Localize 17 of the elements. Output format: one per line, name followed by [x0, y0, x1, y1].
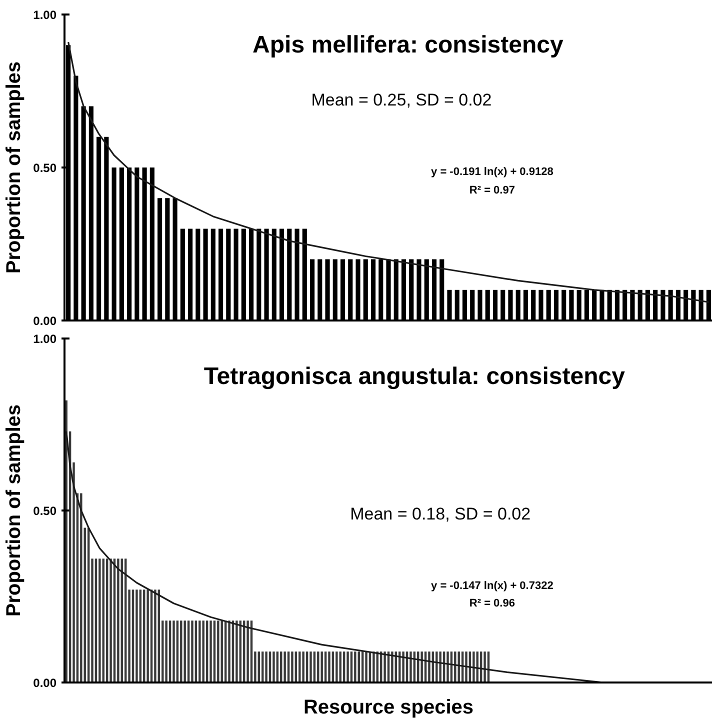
- y-tick-label: 1.00: [33, 332, 57, 346]
- y-tick-label: 0.50: [33, 161, 57, 175]
- annotation: Mean = 0.25, SD = 0.02: [311, 90, 492, 110]
- y-tick-label: 0.00: [33, 314, 57, 328]
- y-tick-label: 0.00: [33, 676, 57, 690]
- y-tick-label: 0.50: [33, 504, 57, 518]
- annotation: Mean = 0.18, SD = 0.02: [350, 504, 531, 524]
- y-axis-title: Proportion of samples: [3, 404, 26, 617]
- annotation: R² = 0.97: [469, 184, 515, 196]
- annotation: y = -0.191 ln(x) + 0.9128: [431, 166, 554, 178]
- text: Tetragonisca angustula: consistency: [204, 362, 626, 390]
- x-axis-title: Resource species: [303, 696, 474, 718]
- annotation: R² = 0.96: [469, 597, 515, 610]
- text: Apis mellifera: consistency: [252, 32, 564, 59]
- annotation: y = -0.147 ln(x) + 0.7322: [431, 580, 554, 592]
- y-tick-label: 1.00: [33, 8, 57, 22]
- y-axis-title: Proportion of samples: [3, 61, 26, 274]
